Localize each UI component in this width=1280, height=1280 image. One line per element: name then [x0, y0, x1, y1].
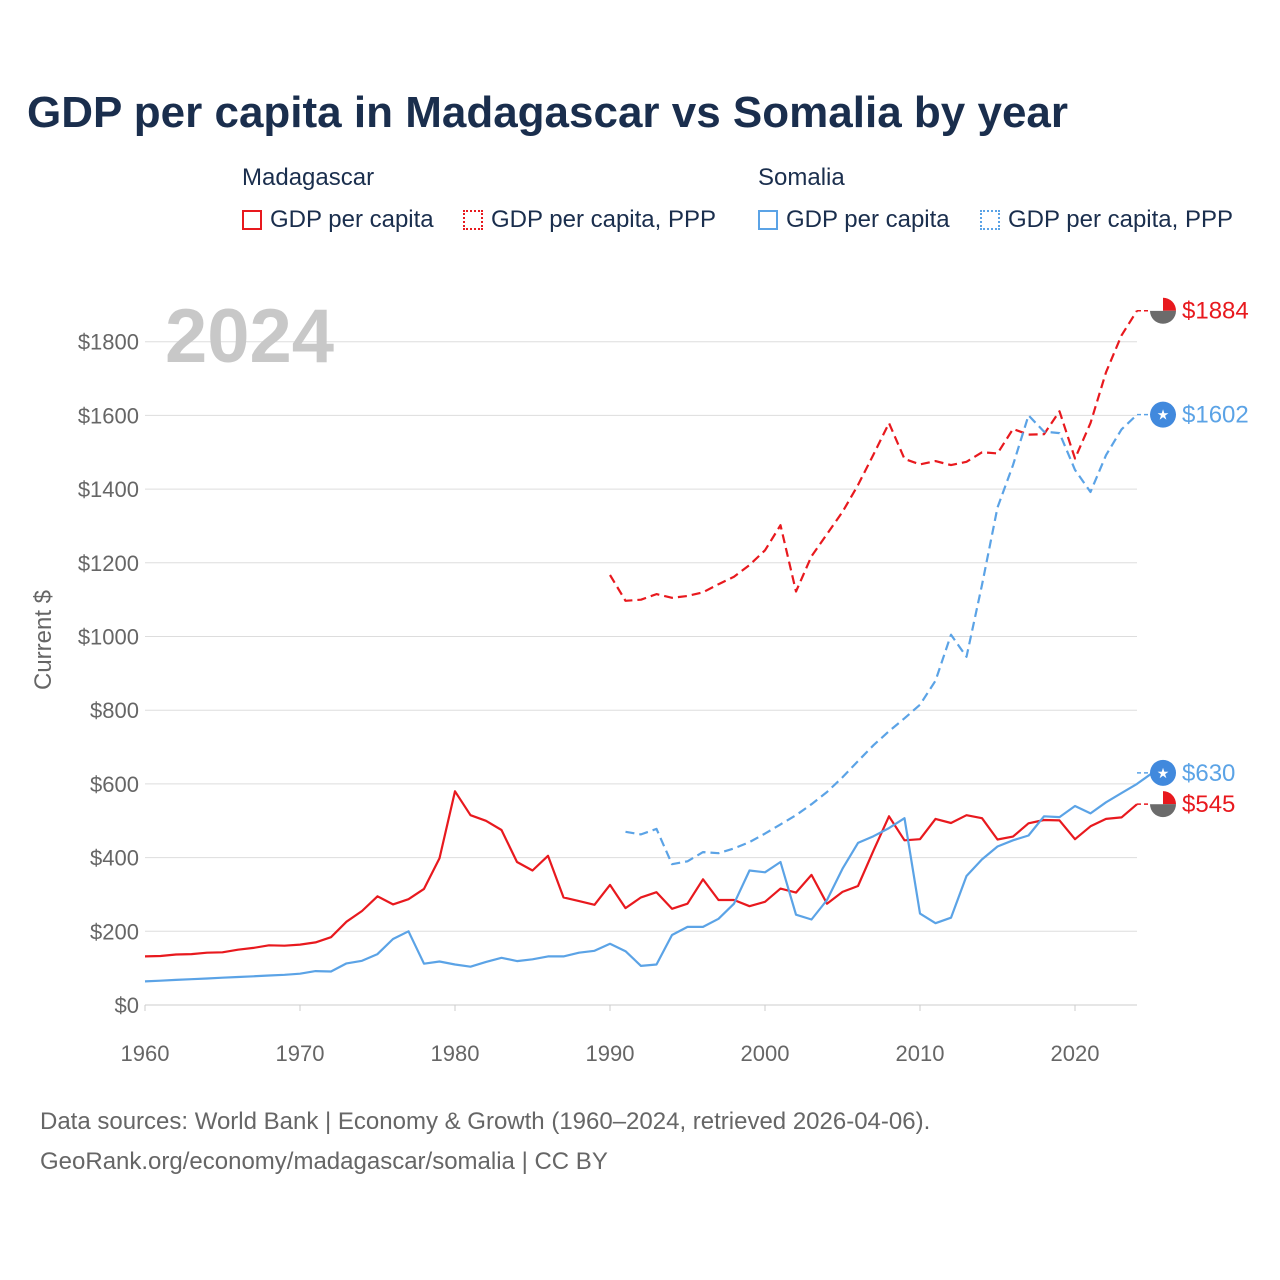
y-tick-label: $200 — [90, 919, 139, 944]
end-value-label: $1602 — [1182, 402, 1249, 429]
y-tick-label: $800 — [90, 698, 139, 723]
end-markers: $545 $1884 ★ $630 ★ $1602 — [1150, 297, 1249, 818]
legend-madagascar-title: Madagascar — [242, 164, 375, 191]
series — [144, 309, 1154, 983]
star-icon: ★ — [1157, 766, 1170, 782]
flag-quadrant — [1150, 791, 1163, 805]
somalia-flag-icon: ★ — [1150, 759, 1176, 786]
x-tick-label: 2020 — [1051, 1041, 1100, 1066]
legend-item-madagascar-ppp[interactable]: GDP per capita, PPP — [463, 206, 716, 234]
x-tick-label: 1960 — [121, 1041, 170, 1066]
grid — [145, 341, 1137, 1006]
x-tick-label: 1970 — [276, 1041, 325, 1066]
x-tick-label: 2000 — [741, 1041, 790, 1066]
flag-circle — [1150, 401, 1176, 428]
flag-circle — [1150, 759, 1176, 786]
legend-somalia-title: Somalia — [758, 164, 845, 191]
end-value-label: $630 — [1182, 760, 1235, 787]
y-tick-label: $1600 — [78, 403, 139, 428]
y-tick-label: $1000 — [78, 625, 139, 650]
star-icon: ★ — [1157, 408, 1170, 424]
flag-quadrant — [1150, 297, 1163, 311]
flag-quadrant — [1163, 804, 1176, 818]
legend-item-somalia-gdp[interactable]: GDP per capita — [758, 206, 950, 234]
year-watermark: 2024 — [165, 294, 334, 379]
flag-quadrant — [1150, 310, 1163, 324]
series-line-somalia-ppp — [625, 413, 1138, 866]
x-tick-label: 1980 — [431, 1041, 480, 1066]
series-line-madagascar-gdp — [144, 790, 1138, 958]
flag-quadrant — [1163, 791, 1176, 805]
axes: $0 $200 $400 $600 $800 $1000 $1200 $1400 $1600 $1… — [78, 330, 1137, 1066]
flag-quadrant — [1163, 297, 1176, 311]
legend-swatch-icon — [758, 210, 778, 230]
madagascar-flag-icon — [1150, 297, 1176, 324]
legend-item-madagascar-gdp[interactable]: GDP per capita — [242, 206, 434, 234]
x-tick-label: 1990 — [586, 1041, 635, 1066]
legend-swatch-icon — [463, 210, 483, 230]
legend-label: GDP per capita — [270, 206, 434, 233]
flag-quadrant — [1150, 804, 1163, 818]
y-tick-label: $600 — [90, 772, 139, 797]
y-tick-label: $400 — [90, 846, 139, 871]
madagascar-flag-icon — [1150, 791, 1176, 818]
y-tick-label: $0 — [115, 993, 139, 1018]
page-title: GDP per capita in Madagascar vs Somalia … — [27, 88, 1069, 137]
legend-label: GDP per capita, PPP — [491, 206, 716, 233]
end-value-label: $1884 — [1182, 298, 1249, 325]
series-line-madagascar-ppp — [609, 310, 1138, 602]
x-tick-label: 2010 — [896, 1041, 945, 1066]
legend-swatch-icon — [980, 210, 1000, 230]
legend-item-somalia-ppp[interactable]: GDP per capita, PPP — [980, 206, 1233, 234]
flag-quadrant — [1163, 310, 1176, 324]
legend-swatch-icon — [242, 210, 262, 230]
source-line-2: GeoRank.org/economy/madagascar/somalia |… — [40, 1148, 608, 1175]
series-line-somalia-gdp — [144, 771, 1154, 983]
y-tick-label: $1800 — [78, 330, 139, 355]
y-axis-label: Current $ — [30, 590, 57, 690]
legend-label: GDP per capita — [786, 206, 950, 233]
y-tick-label: $1400 — [78, 477, 139, 502]
end-value-label: $545 — [1182, 791, 1235, 818]
y-tick-label: $1200 — [78, 551, 139, 576]
legend-label: GDP per capita, PPP — [1008, 206, 1233, 233]
somalia-flag-icon: ★ — [1150, 401, 1176, 428]
source-line-1: Data sources: World Bank | Economy & Gro… — [40, 1108, 931, 1135]
